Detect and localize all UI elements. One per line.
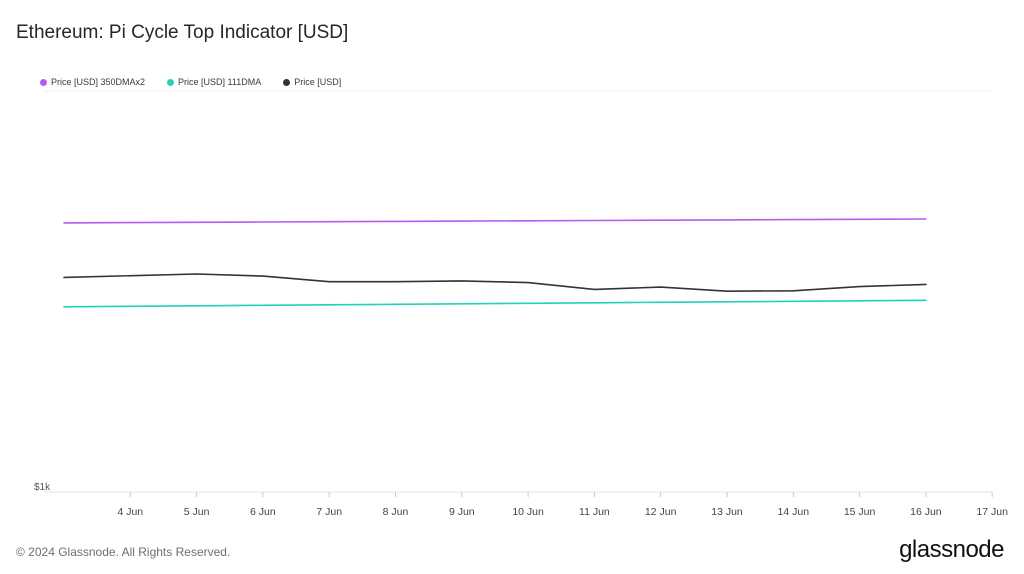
x-tick-label: 10 Jun xyxy=(512,506,544,518)
series-line-1 xyxy=(63,299,927,308)
legend-dot-icon xyxy=(167,78,175,86)
series-line-2 xyxy=(63,273,927,292)
legend-label: Price [USD] 350DMAx2 xyxy=(51,77,146,87)
x-tick-label: 8 Jun xyxy=(383,506,409,518)
x-tick-label: 15 Jun xyxy=(844,506,876,518)
legend-label: Price [USD] 111DMA xyxy=(178,77,262,87)
x-tick-label: 7 Jun xyxy=(316,506,342,518)
x-tick-label: 6 Jun xyxy=(250,506,276,518)
y-tick-label: $1k xyxy=(34,482,51,493)
x-tick-label: 13 Jun xyxy=(711,506,743,518)
copyright-text: © 2024 Glassnode. All Rights Reserved. xyxy=(16,545,231,559)
x-tick-label: 16 Jun xyxy=(910,506,942,518)
series-line-0 xyxy=(63,218,927,224)
x-tick-label: 14 Jun xyxy=(778,506,810,518)
x-tick-label: 17 Jun xyxy=(976,506,1008,518)
chart-title: Ethereum: Pi Cycle Top Indicator [USD] xyxy=(16,22,349,43)
x-tick-label: 4 Jun xyxy=(117,506,143,518)
legend-item[interactable]: Price [USD] 350DMAx2 xyxy=(40,77,145,87)
legend-item[interactable]: Price [USD] 111DMA xyxy=(167,77,261,87)
x-tick-label: 9 Jun xyxy=(449,506,475,518)
glassnode-logo: glassnode xyxy=(899,536,1004,563)
legend-label: Price [USD] xyxy=(294,77,342,87)
x-tick-label: 5 Jun xyxy=(184,506,210,518)
chart-legend: Price [USD] 350DMAx2 Price [USD] 111DMA Pr… xyxy=(40,77,341,87)
legend-dot-icon xyxy=(40,78,47,86)
x-tick-label: 11 Jun xyxy=(579,506,610,518)
legend-item[interactable]: Price [USD] xyxy=(283,77,341,87)
legend-dot-icon xyxy=(283,78,291,86)
x-tick-label: 12 Jun xyxy=(645,506,677,518)
